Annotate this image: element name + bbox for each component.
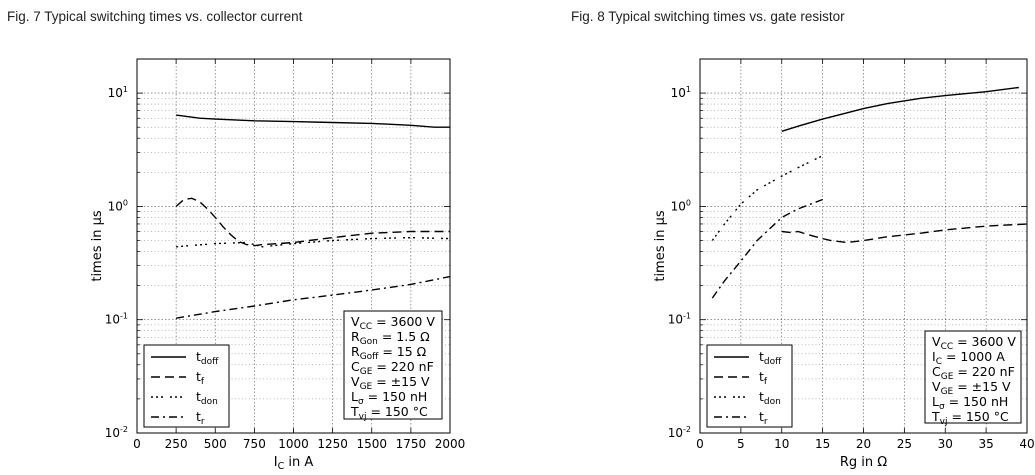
condition-text: Tvj = 150 °C [931, 409, 1009, 427]
series-line-tr [711, 198, 823, 299]
x-tick-label: 10 [774, 437, 789, 451]
x-tick-label: 25 [897, 437, 912, 451]
x-axis-label: IC in A [274, 455, 314, 472]
x-tick-label: 1000 [278, 437, 309, 451]
legend: tdoff tf tdon tr [706, 344, 793, 428]
y-tick-label: 101 [671, 85, 691, 100]
condition-text: VCC = 3600 V [932, 334, 1016, 352]
series-line-tf [175, 197, 450, 247]
series-line-tdon [176, 236, 451, 248]
x-tick-label: 35 [978, 437, 993, 451]
conditions-frame [343, 310, 443, 420]
legend-entry: tdon [759, 389, 781, 407]
y-tick-label: 10-2 [105, 425, 128, 440]
legend-entry: tdon [196, 389, 218, 407]
x-tick-label: 15 [815, 437, 830, 451]
legend-entry: tf [196, 369, 205, 387]
condition-text: CGE = 220 nF [932, 364, 1015, 382]
y-axis-label: times in µs [90, 210, 105, 282]
y-tick-label: 100 [671, 198, 691, 213]
x-tick-label: 20 [856, 437, 871, 451]
condition-text: Lσ = 150 nH [351, 389, 427, 407]
condition-text: VCC = 3600 V [351, 314, 435, 332]
y-tick-label: 10-1 [668, 312, 691, 327]
x-tick-label: 5 [737, 437, 745, 451]
y-axis-label: times in µs [653, 210, 668, 282]
legend-entry: tr [196, 409, 205, 427]
series-line-tdoff [176, 114, 450, 128]
chart-fig7-plot: 0 250 500 750 1000 1250 1500 1750 2000 10-2 10-1 10… [90, 58, 466, 472]
series-line-tdoff [781, 86, 1019, 132]
y-tick-label: 100 [108, 198, 128, 213]
x-tick-label: 1750 [396, 437, 427, 451]
condition-text: VGE = ±15 V [351, 374, 430, 392]
legend: tdoff tf tdon tr [143, 344, 230, 428]
chart-fig8-plot: 0 5 10 15 20 25 30 35 40 10-2 10-1 100 101 Rg in Ω tim… [653, 58, 1035, 470]
condition-text: VGE = ±15 V [932, 379, 1011, 397]
legend-entry: tdoff [759, 349, 782, 367]
y-tick-label: 10-2 [668, 425, 691, 440]
x-tick-label: 750 [243, 437, 266, 451]
legend-box [143, 344, 230, 428]
condition-text: IC = 1000 A [932, 349, 1005, 367]
plot-frame [699, 58, 1028, 434]
legend-entry: tdoff [196, 349, 219, 367]
x-tick-label: 1500 [356, 437, 387, 451]
condition-text: CGE = 220 nF [351, 359, 434, 377]
condition-text: RGon = 1.5 Ω [351, 329, 430, 347]
x-tick-label: 2000 [435, 437, 466, 451]
condition-text: Lσ = 150 nH [932, 394, 1008, 412]
condition-text: Tvj = 150 °C [350, 404, 428, 422]
conditions-frame [924, 330, 1022, 424]
legend-entry: tr [759, 409, 768, 427]
series-line-tf [781, 223, 1028, 244]
x-tick-label: 500 [204, 437, 227, 451]
x-tick-label: 1250 [317, 437, 348, 451]
legend-box [706, 344, 793, 428]
series-line-tdon [711, 155, 823, 241]
x-tick-label: 0 [696, 437, 704, 451]
chart-title: Fig. 7 Typical switching times vs. colle… [7, 9, 303, 24]
legend-entry: tf [759, 369, 768, 387]
x-tick-label: 40 [1019, 437, 1034, 451]
series-line-tr [175, 275, 451, 319]
x-tick-label: 0 [133, 437, 141, 451]
chart-title: Fig. 8 Typical switching times vs. gate … [571, 9, 845, 24]
y-tick-label: 101 [108, 85, 128, 100]
x-tick-label: 250 [165, 437, 188, 451]
condition-text: RGoff = 15 Ω [351, 344, 427, 362]
y-tick-label: 10-1 [105, 312, 128, 327]
x-tick-label: 30 [938, 437, 953, 451]
plot-frame [136, 58, 451, 434]
x-axis-label: Rg in Ω [840, 455, 887, 470]
